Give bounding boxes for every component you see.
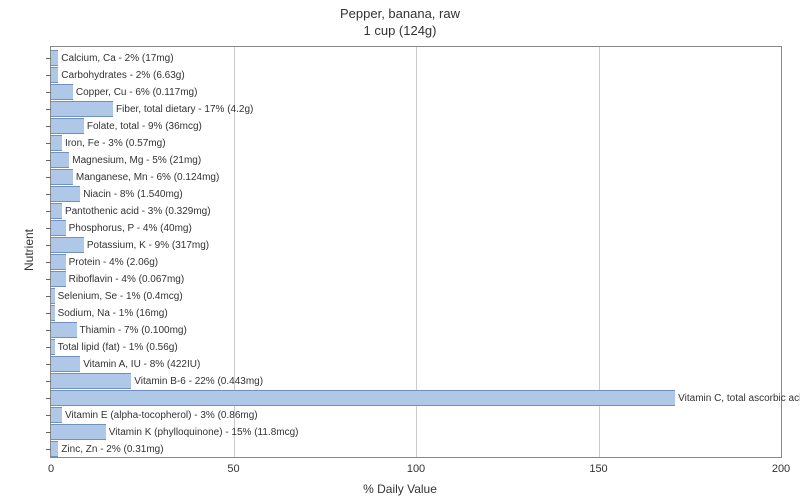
nutrient-label: Manganese, Mn - 6% (0.124mg) — [76, 172, 219, 183]
bar-row: Manganese, Mn - 6% (0.124mg) — [51, 170, 219, 184]
nutrient-label: Vitamin B-6 - 22% (0.443mg) — [134, 376, 263, 387]
bar-row: Zinc, Zn - 2% (0.31mg) — [51, 442, 164, 456]
bar-row: Fiber, total dietary - 17% (4.2g) — [51, 102, 253, 116]
title-line-2: 1 cup (124g) — [364, 23, 437, 38]
bar-row: Sodium, Na - 1% (16mg) — [51, 306, 168, 320]
nutrient-bar — [51, 441, 58, 457]
x-axis-label: % Daily Value — [0, 482, 800, 496]
title-line-1: Pepper, banana, raw — [340, 6, 460, 21]
plot-area: 050100150200Calcium, Ca - 2% (17mg)Carbo… — [50, 46, 782, 458]
nutrient-bar — [51, 339, 55, 355]
bar-row: Potassium, K - 9% (317mg) — [51, 238, 209, 252]
nutrient-bar — [51, 152, 69, 168]
nutrient-label: Vitamin C, total ascorbic acid - 171% (1… — [678, 393, 800, 404]
nutrient-label: Potassium, K - 9% (317mg) — [87, 240, 209, 251]
bar-row: Thiamin - 7% (0.100mg) — [51, 323, 187, 337]
nutrient-bar — [51, 237, 84, 253]
nutrient-label: Riboflavin - 4% (0.067mg) — [69, 274, 185, 285]
nutrient-bar — [51, 169, 73, 185]
x-tick-label: 200 — [772, 463, 790, 475]
nutrient-bar — [51, 50, 58, 66]
nutrient-label: Selenium, Se - 1% (0.4mcg) — [58, 291, 183, 302]
x-tick-label: 0 — [48, 463, 54, 475]
nutrient-bar — [51, 67, 58, 83]
bar-row: Copper, Cu - 6% (0.117mg) — [51, 85, 197, 99]
nutrient-label: Vitamin E (alpha-tocopherol) - 3% (0.86m… — [65, 410, 258, 421]
nutrient-bar — [51, 186, 80, 202]
nutrient-label: Vitamin A, IU - 8% (422IU) — [83, 359, 200, 370]
bar-row: Pantothenic acid - 3% (0.329mg) — [51, 204, 211, 218]
nutrient-bar — [51, 101, 113, 117]
bar-row: Vitamin B-6 - 22% (0.443mg) — [51, 374, 263, 388]
bar-row: Phosphorus, P - 4% (40mg) — [51, 221, 192, 235]
bar-row: Vitamin A, IU - 8% (422IU) — [51, 357, 200, 371]
nutrient-bar — [51, 424, 106, 440]
nutrient-bar — [51, 407, 62, 423]
bar-row: Vitamin K (phylloquinone) - 15% (11.8mcg… — [51, 425, 298, 439]
nutrient-bar — [51, 84, 73, 100]
nutrient-label: Vitamin K (phylloquinone) - 15% (11.8mcg… — [109, 427, 299, 438]
bar-row: Vitamin E (alpha-tocopherol) - 3% (0.86m… — [51, 408, 258, 422]
x-tick-label: 50 — [227, 463, 239, 475]
bar-row: Riboflavin - 4% (0.067mg) — [51, 272, 184, 286]
bar-row: Folate, total - 9% (36mcg) — [51, 119, 202, 133]
bar-row: Carbohydrates - 2% (6.63g) — [51, 68, 185, 82]
nutrient-bar — [51, 322, 77, 338]
nutrient-label: Calcium, Ca - 2% (17mg) — [61, 53, 173, 64]
nutrient-label: Thiamin - 7% (0.100mg) — [80, 325, 187, 336]
chart-title: Pepper, banana, raw 1 cup (124g) — [0, 6, 800, 40]
nutrient-label: Sodium, Na - 1% (16mg) — [58, 308, 168, 319]
nutrient-label: Folate, total - 9% (36mcg) — [87, 121, 202, 132]
nutrient-label: Niacin - 8% (1.540mg) — [83, 189, 182, 200]
nutrient-bar — [51, 203, 62, 219]
nutrient-label: Phosphorus, P - 4% (40mg) — [69, 223, 192, 234]
y-axis-label: Nutrient — [22, 229, 36, 271]
nutrient-bar — [51, 373, 131, 389]
bar-row: Total lipid (fat) - 1% (0.56g) — [51, 340, 178, 354]
nutrient-label: Iron, Fe - 3% (0.57mg) — [65, 138, 166, 149]
nutrient-bar — [51, 305, 55, 321]
nutrient-bar — [51, 254, 66, 270]
nutrient-bar — [51, 118, 84, 134]
nutrient-bar — [51, 390, 675, 406]
nutrient-label: Copper, Cu - 6% (0.117mg) — [76, 87, 198, 98]
nutrient-label: Magnesium, Mg - 5% (21mg) — [72, 155, 201, 166]
bar-row: Niacin - 8% (1.540mg) — [51, 187, 183, 201]
nutrient-label: Protein - 4% (2.06g) — [69, 257, 159, 268]
bar-row: Protein - 4% (2.06g) — [51, 255, 158, 269]
nutrient-bar — [51, 220, 66, 236]
nutrient-label: Fiber, total dietary - 17% (4.2g) — [116, 104, 253, 115]
bar-row: Calcium, Ca - 2% (17mg) — [51, 51, 174, 65]
nutrient-bar — [51, 356, 80, 372]
bar-row: Vitamin C, total ascorbic acid - 171% (1… — [51, 391, 800, 405]
nutrient-label: Pantothenic acid - 3% (0.329mg) — [65, 206, 211, 217]
bar-row: Magnesium, Mg - 5% (21mg) — [51, 153, 201, 167]
nutrient-label: Total lipid (fat) - 1% (0.56g) — [58, 342, 178, 353]
bar-row: Iron, Fe - 3% (0.57mg) — [51, 136, 166, 150]
chart-container: Pepper, banana, raw 1 cup (124g) Nutrien… — [0, 0, 800, 500]
nutrient-bar — [51, 271, 66, 287]
nutrient-label: Carbohydrates - 2% (6.63g) — [61, 70, 184, 81]
nutrient-label: Zinc, Zn - 2% (0.31mg) — [61, 444, 163, 455]
nutrient-bar — [51, 135, 62, 151]
x-tick-label: 150 — [589, 463, 607, 475]
nutrient-bar — [51, 288, 55, 304]
x-tick-label: 100 — [407, 463, 425, 475]
bar-row: Selenium, Se - 1% (0.4mcg) — [51, 289, 183, 303]
